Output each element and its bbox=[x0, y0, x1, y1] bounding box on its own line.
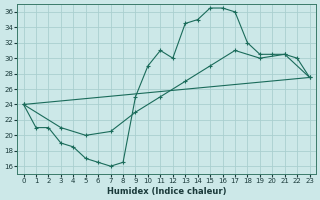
X-axis label: Humidex (Indice chaleur): Humidex (Indice chaleur) bbox=[107, 187, 226, 196]
